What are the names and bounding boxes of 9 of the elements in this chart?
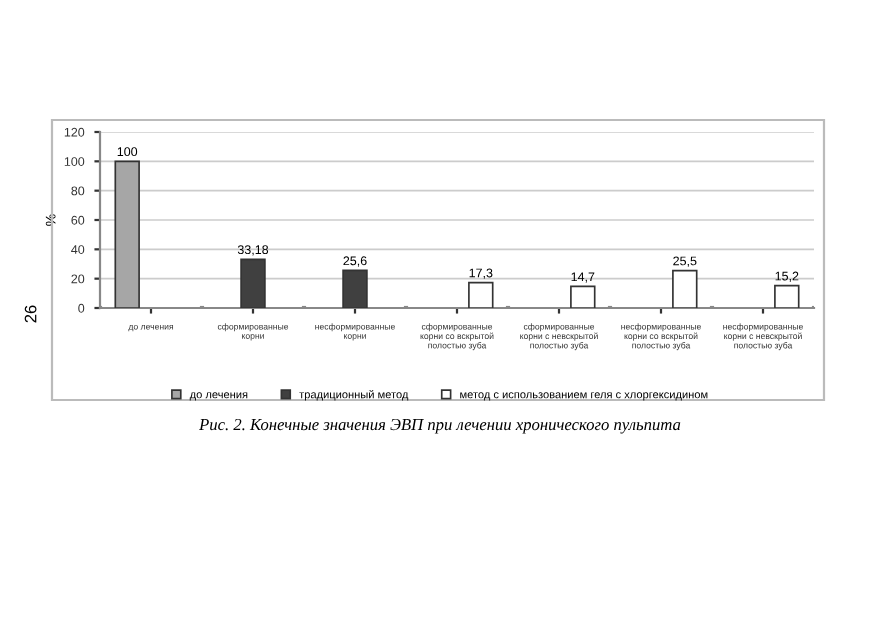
text: Рис. 2. Конечные значения ЭВП при лечении хронического пульпита: [199, 418, 681, 434]
bar: [672, 269, 698, 308]
bar: [114, 160, 140, 308]
bar: [240, 258, 266, 308]
bar: [342, 269, 368, 308]
bar: [774, 284, 800, 308]
bar: [468, 281, 494, 308]
text: 26: [24, 305, 37, 323]
bar: [570, 285, 596, 308]
